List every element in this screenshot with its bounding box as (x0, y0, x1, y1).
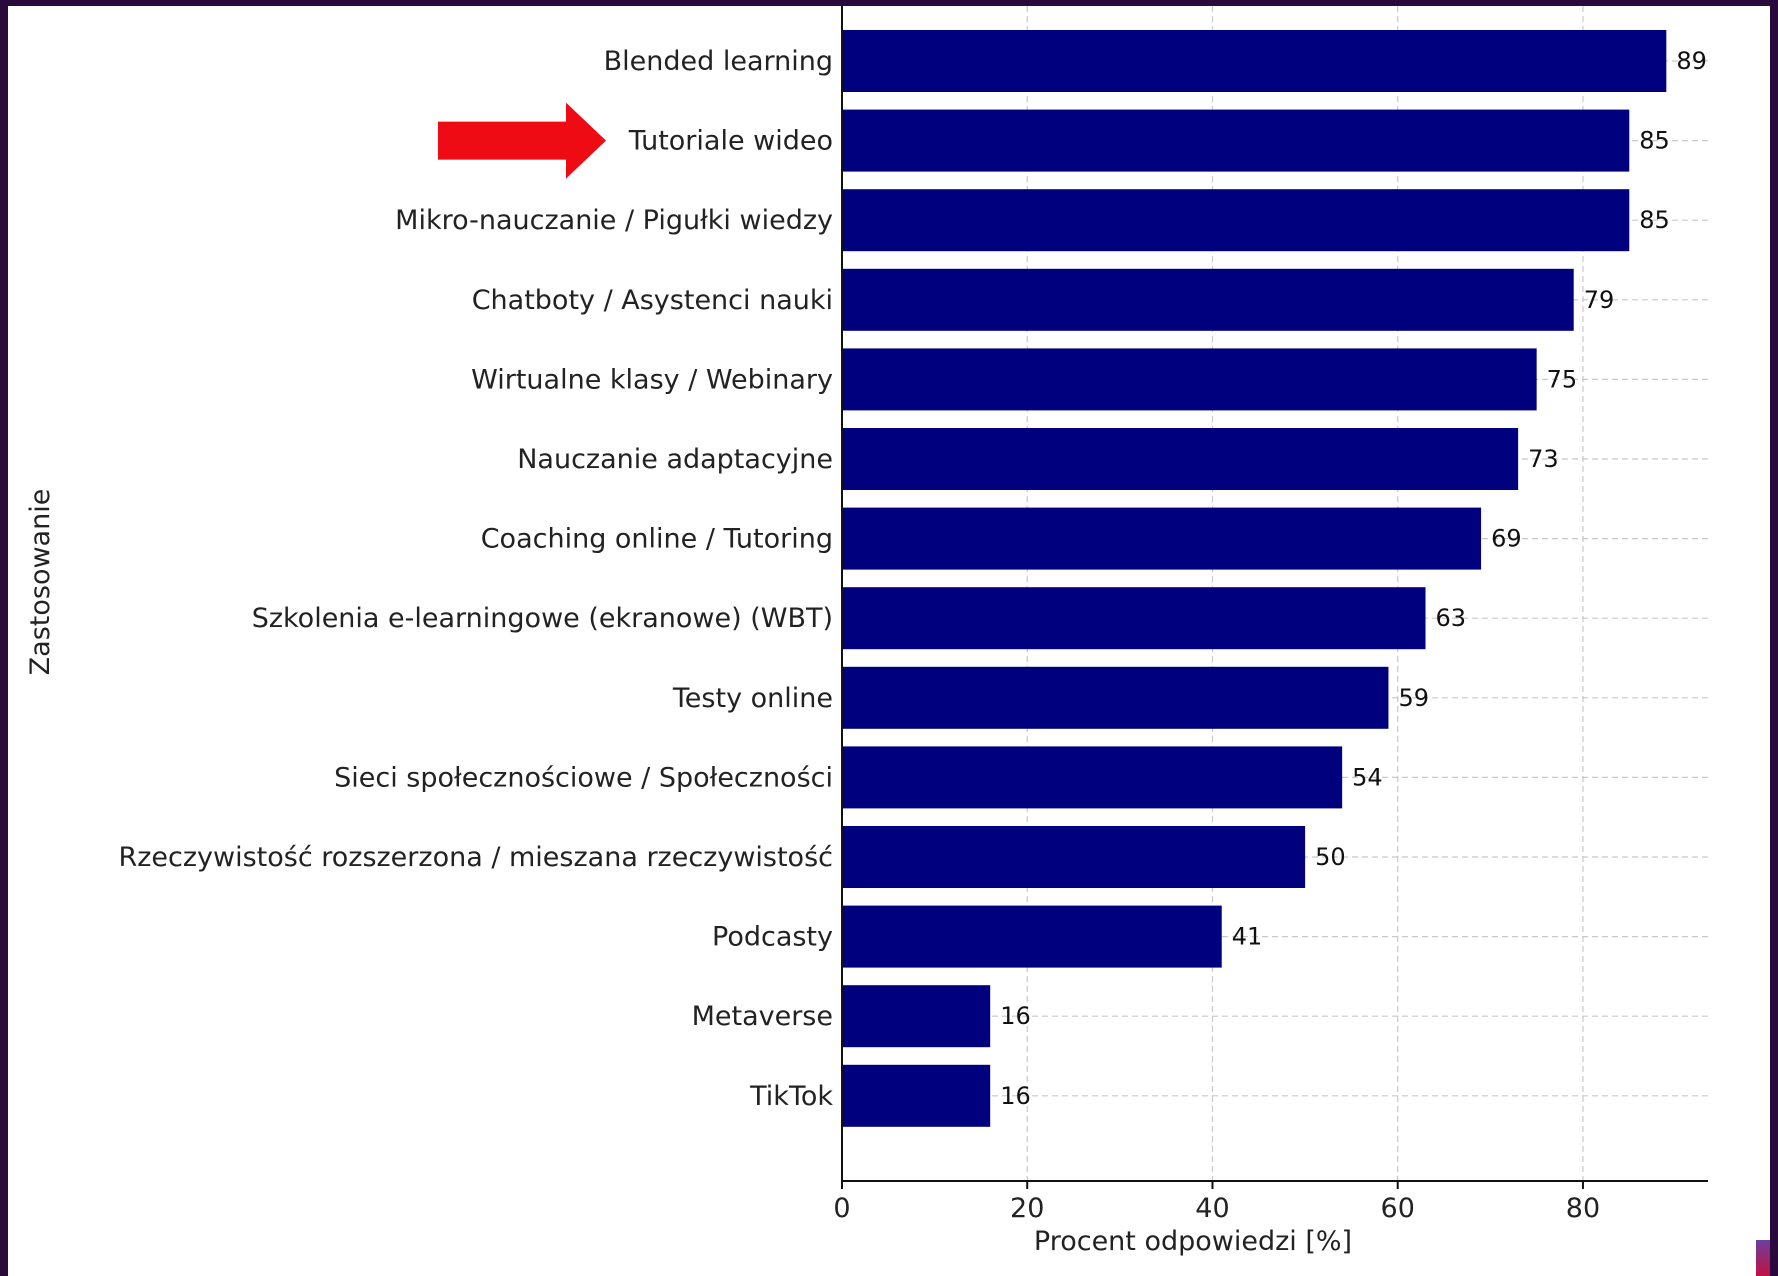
chart-frame: 89 85 85 79 75 73 69 63 59 54 50 41 16 16 Blended lea… (8, 6, 1770, 1276)
value-label-szkolenia-e-learningowe-ekranowe-wbt: 63 (1436, 604, 1467, 632)
y-axis-label: Zastosowanie (25, 489, 56, 676)
x-tick-label: 40 (1195, 1193, 1229, 1224)
value-label-tutoriale-wideo: 85 (1639, 127, 1670, 155)
value-label-chatboty-asystenci-nauki: 79 (1584, 286, 1615, 314)
bar-blended-learning (842, 30, 1667, 92)
highlight-arrow (438, 102, 606, 179)
bar-nauczanie-adaptacyjne (842, 428, 1519, 490)
x-tick-label: 0 (833, 1193, 850, 1224)
bar-rzeczywistosc-rozszerzona-mieszana-rzeczywistosc (842, 826, 1306, 888)
x-tick-labels: 0 20 40 60 80 (833, 1193, 1600, 1224)
x-axis-label: Procent odpowiedzi [%] (1034, 1226, 1352, 1257)
category-label-tutoriale-wideo: Tutoriale wideo (628, 126, 833, 157)
bar-podcasty (842, 905, 1222, 968)
value-label-mikro-nauczanie-pigulki-wiedzy: 85 (1639, 206, 1670, 234)
category-label-sieci-spolecznosciowe-spolecznosci: Sieci społecznościowe / Społeczności (334, 762, 833, 793)
category-label-metaverse: Metaverse (692, 1001, 833, 1032)
axes (841, 6, 1708, 1189)
category-label-testy-online: Testy online (672, 683, 833, 714)
category-label-chatboty-asystenci-nauki: Chatboty / Asystenci nauki (472, 285, 833, 316)
value-label-nauczanie-adaptacyjne: 73 (1528, 445, 1559, 473)
x-tick-label: 20 (1010, 1193, 1044, 1224)
bar-szkolenia-e-learningowe-ekranowe-wbt (842, 587, 1426, 650)
category-label-mikro-nauczanie-pigulki-wiedzy: Mikro-nauczanie / Pigułki wiedzy (395, 205, 833, 236)
bar-chart: 89 85 85 79 75 73 69 63 59 54 50 41 16 16 Blended lea… (25, 6, 1708, 1257)
category-label-szkolenia-e-learningowe-ekranowe-wbt: Szkolenia e-learningowe (ekranowe) (WBT) (252, 603, 833, 634)
category-label-podcasty: Podcasty (712, 922, 833, 953)
decorative-corner (1756, 1240, 1770, 1276)
category-label-coaching-online-tutoring: Coaching online / Tutoring (481, 524, 833, 555)
value-label-coaching-online-tutoring: 69 (1491, 525, 1522, 553)
bar-sieci-spolecznosciowe-spolecznosci (842, 746, 1343, 809)
value-label-rzeczywistosc-rozszerzona-mieszana-rzeczywistosc: 50 (1315, 843, 1346, 871)
value-label-testy-online: 59 (1398, 684, 1429, 712)
category-label-blended-learning: Blended learning (604, 46, 833, 77)
red-arrow-icon (438, 102, 606, 179)
bars (842, 30, 1667, 1127)
category-label-nauczanie-adaptacyjne: Nauczanie adaptacyjne (517, 444, 833, 475)
value-label-wirtualne-klasy-webinary: 75 (1547, 365, 1578, 393)
value-label-podcasty: 41 (1232, 923, 1263, 951)
value-labels: 89 85 85 79 75 73 69 63 59 54 50 41 16 16 (1000, 47, 1707, 1110)
bar-metaverse (842, 985, 991, 1048)
value-label-sieci-spolecznosciowe-spolecznosci: 54 (1352, 763, 1383, 791)
bar-testy-online (842, 666, 1389, 729)
bar-wirtualne-klasy-webinary (842, 348, 1537, 411)
value-label-blended-learning: 89 (1676, 47, 1707, 75)
category-label-rzeczywistosc-rozszerzona-mieszana-rzeczywistosc: Rzeczywistość rozszerzona / mieszana rze… (118, 842, 833, 873)
x-tick-label: 80 (1566, 1193, 1600, 1224)
category-label-tiktok: TikTok (749, 1081, 833, 1112)
bar-coaching-online-tutoring (842, 507, 1482, 570)
value-label-tiktok: 16 (1000, 1082, 1031, 1110)
category-labels: Blended learning Tutoriale wideo Mikro-nau… (118, 46, 833, 1112)
bar-tiktok (842, 1064, 991, 1127)
bar-tutoriale-wideo (842, 109, 1630, 172)
x-tick-label: 60 (1381, 1193, 1415, 1224)
value-label-metaverse: 16 (1000, 1002, 1031, 1030)
bar-chatboty-asystenci-nauki (842, 268, 1574, 331)
category-label-wirtualne-klasy-webinary: Wirtualne klasy / Webinary (471, 364, 833, 395)
bar-mikro-nauczanie-pigulki-wiedzy (842, 189, 1630, 252)
